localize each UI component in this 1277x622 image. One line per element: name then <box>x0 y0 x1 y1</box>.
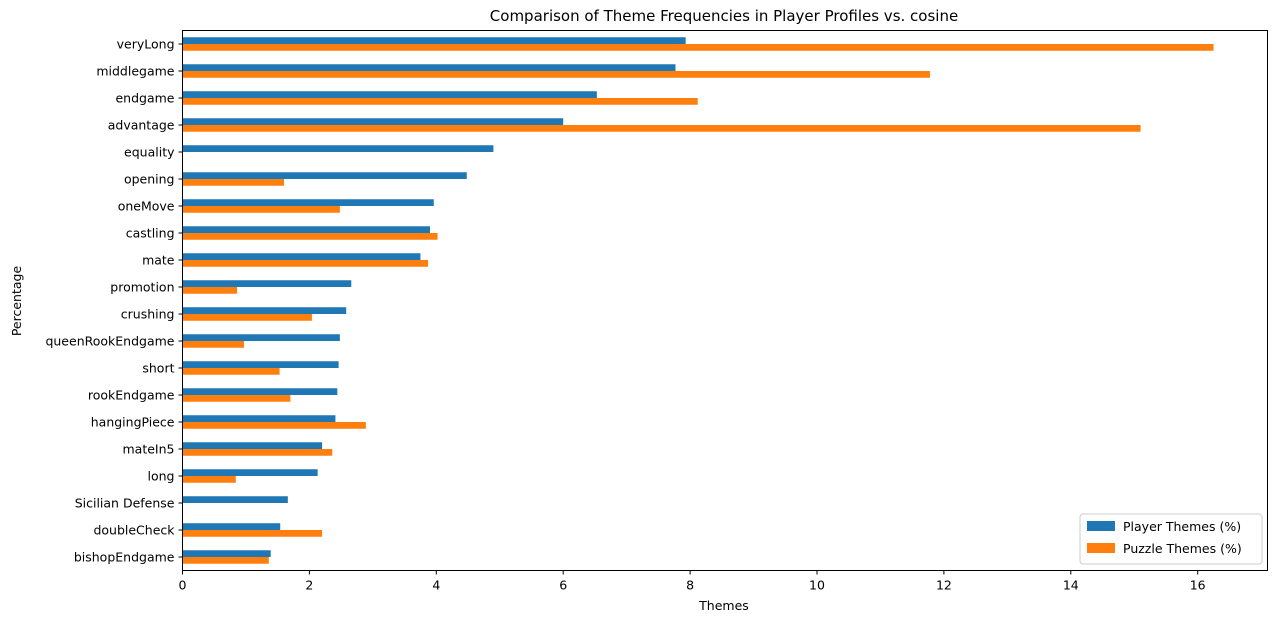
bar-puzzle-13 <box>182 395 291 402</box>
y-tick-label: opening <box>124 172 175 187</box>
y-tick-label: doubleCheck <box>93 523 175 538</box>
bar-player-13 <box>182 388 338 395</box>
bar-puzzle-7 <box>182 233 438 240</box>
bar-puzzle-6 <box>182 206 340 213</box>
bar-puzzle-19 <box>182 557 269 564</box>
y-tick-label: equality <box>124 145 175 160</box>
bar-player-12 <box>182 361 339 368</box>
bar-player-19 <box>182 550 271 557</box>
bar-player-11 <box>182 334 340 341</box>
bar-puzzle-8 <box>182 260 429 267</box>
bar-player-17 <box>182 496 288 503</box>
chart-title: Comparison of Theme Frequencies in Playe… <box>490 7 958 25</box>
bar-puzzle-18 <box>182 530 323 537</box>
bar-player-16 <box>182 469 318 476</box>
bar-puzzle-9 <box>182 287 238 294</box>
y-tick-label: long <box>148 469 175 484</box>
bar-player-9 <box>182 280 352 287</box>
y-tick-label: Sicilian Defense <box>75 496 175 511</box>
bar-puzzle-15 <box>182 449 333 456</box>
bar-player-2 <box>182 91 597 98</box>
y-tick-label: short <box>142 361 174 376</box>
y-tick-label: veryLong <box>117 37 175 52</box>
y-tick-label: queenRookEndgame <box>45 334 174 349</box>
x-axis-title: Themes <box>698 598 749 613</box>
legend-frame <box>1079 513 1263 565</box>
legend: Player Themes (%) Puzzle Themes (%) <box>1079 513 1263 565</box>
legend-swatch-player <box>1087 521 1115 531</box>
x-tick-label: 14 <box>1063 578 1079 593</box>
bar-puzzle-14 <box>182 422 366 429</box>
x-tick-label: 10 <box>809 578 825 593</box>
y-tick-label: rookEndgame <box>88 388 175 403</box>
bar-puzzle-1 <box>182 71 930 78</box>
x-tick-label: 6 <box>559 578 567 593</box>
bar-puzzle-3 <box>182 125 1141 132</box>
x-tick-label: 0 <box>179 578 187 593</box>
y-tick-label: endgame <box>115 91 174 106</box>
bar-puzzle-5 <box>182 179 285 186</box>
y-tick-label: mateIn5 <box>123 442 175 457</box>
y-tick-label: bishopEndgame <box>74 550 175 565</box>
x-tick-label: 2 <box>305 578 313 593</box>
legend-label-player: Player Themes (%) <box>1123 519 1241 534</box>
legend-swatch-puzzle <box>1087 543 1115 553</box>
bar-player-4 <box>182 145 494 152</box>
y-tick-label: crushing <box>121 307 175 322</box>
bar-player-5 <box>182 172 467 179</box>
bar-player-8 <box>182 253 421 260</box>
x-tick-label: 12 <box>936 578 952 593</box>
bar-puzzle-2 <box>182 98 698 105</box>
y-axis-title: Percentage <box>9 266 24 337</box>
bar-puzzle-10 <box>182 314 312 321</box>
y-tick-label: promotion <box>110 280 174 295</box>
bar-player-10 <box>182 307 347 314</box>
bar-player-15 <box>182 442 323 449</box>
plot-frame <box>182 30 1268 571</box>
x-tick-label: 8 <box>686 578 694 593</box>
bar-player-6 <box>182 199 434 206</box>
legend-label-puzzle: Puzzle Themes (%) <box>1123 541 1242 556</box>
x-tick-label: 16 <box>1190 578 1206 593</box>
y-tick-label: oneMove <box>118 199 175 214</box>
bar-player-0 <box>182 37 686 44</box>
bar-puzzle-0 <box>182 44 1214 51</box>
y-tick-label: hangingPiece <box>91 415 175 430</box>
bar-player-3 <box>182 118 564 125</box>
y-tick-label: advantage <box>108 118 175 133</box>
bar-puzzle-12 <box>182 368 280 375</box>
y-tick-label: middlegame <box>96 64 174 79</box>
y-tick-label: castling <box>126 226 175 241</box>
bar-player-14 <box>182 415 336 422</box>
bar-puzzle-16 <box>182 476 236 483</box>
y-tick-label: mate <box>142 253 175 268</box>
bar-player-7 <box>182 226 430 233</box>
bar-puzzle-11 <box>182 341 245 348</box>
bar-player-1 <box>182 64 676 71</box>
x-tick-label: 4 <box>432 578 440 593</box>
bar-player-18 <box>182 523 281 530</box>
